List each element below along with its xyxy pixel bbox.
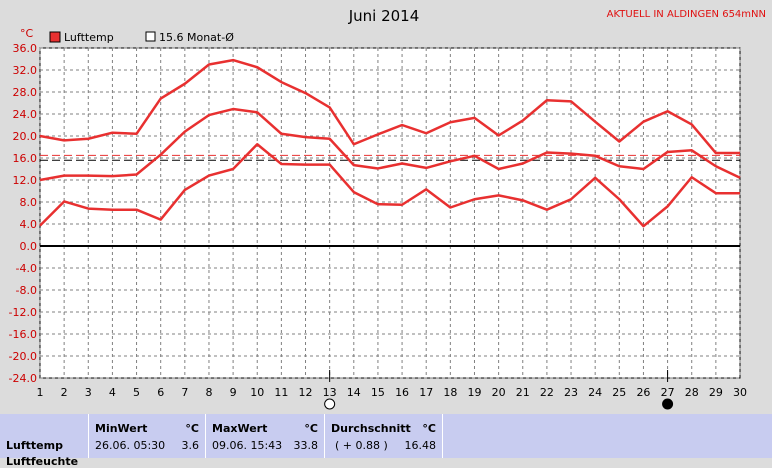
legend-swatch-month-average: [145, 31, 156, 42]
y-tick-label: -8.0: [16, 284, 37, 297]
x-tick-label: 21: [516, 386, 530, 399]
y-tick-label: 36.0: [13, 42, 38, 55]
y-tick-label: 24.0: [13, 108, 38, 121]
x-tick-label: 19: [467, 386, 481, 399]
stats-empty-column: [442, 414, 772, 458]
max-value: 33.8: [293, 439, 319, 452]
max-unit: °C: [304, 422, 318, 435]
moon-markers: [324, 370, 674, 410]
series-line-min: [39, 143, 740, 228]
x-tick-label: 30: [733, 386, 747, 399]
y-tick-label: 4.0: [20, 218, 38, 231]
x-tick-labels: 1 2 3 4 5 6 7 8 9 10 11 12 13 14 15 16 17 18 19 20 21 22 23 24 2…: [37, 386, 748, 399]
legend-swatch-lufttemp: [49, 31, 61, 43]
x-tick-label: 20: [492, 386, 506, 399]
x-tick-label: 22: [540, 386, 554, 399]
x-tick-label: 10: [250, 386, 264, 399]
average-value: 16.48: [404, 439, 437, 452]
x-tick-label: 28: [685, 386, 699, 399]
y-tick-label: 8.0: [20, 196, 38, 209]
series-lines: [39, 58, 741, 228]
x-tick-label: 18: [443, 386, 457, 399]
x-tick-label: 5: [133, 386, 140, 399]
station-label: AKTUELL IN ALDINGEN 654mNN: [607, 9, 766, 20]
x-tick-label: 29: [709, 386, 723, 399]
statistics-panel: Lufttemp Luftfeuchte MinWert °C 26.06. 0…: [0, 414, 772, 468]
temperature-chart: 36.0 32.0 28.0 24.0 20.0 16.0 12.0 8.0 4.0 0.0 -4.…: [8, 7, 766, 410]
x-tick-label: 16: [395, 386, 409, 399]
y-axis-unit: °C: [20, 27, 34, 40]
x-tick-label: 6: [157, 386, 164, 399]
x-tick-label: 25: [612, 386, 626, 399]
x-tick-label: 4: [109, 386, 116, 399]
row-label-luftfeuchte: Luftfeuchte: [6, 455, 79, 468]
x-tick-label: 3: [85, 386, 92, 399]
y-tick-label: 0.0: [20, 240, 38, 253]
x-tick-label: 13: [323, 386, 337, 399]
y-tick-label: 16.0: [13, 152, 38, 165]
x-tick-label: 23: [564, 386, 578, 399]
y-tick-label: -4.0: [16, 262, 37, 275]
y-tick-label: -16.0: [9, 328, 37, 341]
stats-max-column: MaxWert °C 09.06. 15:43 33.8: [205, 414, 324, 458]
x-tick-label: 2: [61, 386, 68, 399]
min-unit: °C: [185, 422, 199, 435]
y-tick-label: -20.0: [9, 350, 37, 363]
y-tick-label: 20.0: [13, 130, 38, 143]
series-line-mean: [39, 107, 741, 182]
min-datetime: 26.06. 05:30: [95, 439, 166, 452]
x-tick-label: 11: [274, 386, 288, 399]
stats-min-column: MinWert °C 26.06. 05:30 3.6: [88, 414, 205, 458]
x-tick-label: 15: [371, 386, 385, 399]
x-tick-label: 17: [419, 386, 433, 399]
average-header: Durchschnitt: [331, 422, 411, 435]
new-moon-icon: [662, 398, 674, 410]
series-line-max: [39, 58, 740, 155]
min-header: MinWert: [95, 422, 148, 435]
x-tick-label: 12: [299, 386, 313, 399]
legend-label-month-average: 15.6 Monat-Ø: [159, 31, 234, 44]
stats-average-column: Durchschnitt °C ( + 0.88 ) 16.48: [324, 414, 442, 458]
y-tick-label: -24.0: [9, 372, 37, 385]
x-tick-label: 27: [661, 386, 675, 399]
x-tick-label: 9: [230, 386, 237, 399]
average-unit: °C: [422, 422, 436, 435]
average-delta: ( + 0.88 ): [335, 439, 388, 452]
y-tick-label: 32.0: [13, 64, 38, 77]
legend-label-lufttemp: Lufttemp: [64, 31, 114, 44]
x-tick-label: 1: [37, 386, 44, 399]
y-tick-labels: 36.0 32.0 28.0 24.0 20.0 16.0 12.0 8.0 4.0 0.0 -4.…: [9, 42, 37, 385]
full-moon-icon: [324, 398, 336, 410]
min-value: 3.6: [181, 439, 200, 452]
reference-lines: [40, 154, 740, 161]
max-datetime: 09.06. 15:43: [212, 439, 283, 452]
x-tick-label: 7: [181, 386, 188, 399]
chart-title: Juni 2014: [348, 7, 420, 25]
row-label-lufttemp: Lufttemp: [6, 439, 63, 452]
max-header: MaxWert: [212, 422, 268, 435]
y-tick-label: 28.0: [13, 86, 38, 99]
x-tick-label: 26: [636, 386, 650, 399]
x-tick-label: 14: [347, 386, 361, 399]
x-tick-label: 24: [588, 386, 602, 399]
y-tick-label: -12.0: [9, 306, 37, 319]
y-tick-label: 12.0: [13, 174, 38, 187]
x-tick-label: 8: [205, 386, 212, 399]
